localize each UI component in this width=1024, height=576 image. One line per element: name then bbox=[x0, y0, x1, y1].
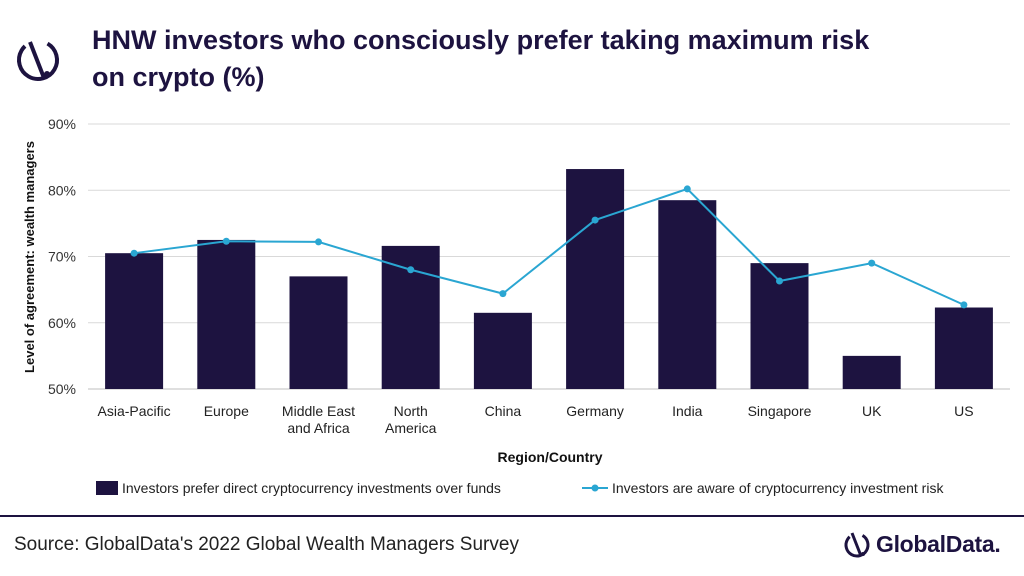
x-tick-label: UK bbox=[862, 403, 882, 419]
line-point bbox=[222, 237, 230, 245]
source-note: Source: GlobalData's 2022 Global Wealth … bbox=[14, 534, 519, 555]
x-axis-label: Region/Country bbox=[498, 449, 603, 465]
bar bbox=[197, 239, 256, 389]
y-tick-label: 70% bbox=[48, 249, 76, 265]
bar bbox=[842, 355, 901, 389]
bar bbox=[934, 307, 993, 389]
line-series bbox=[130, 185, 968, 309]
line-point bbox=[130, 249, 138, 257]
y-tick-label: 90% bbox=[48, 116, 76, 132]
y-axis-label: Level of agreement: wealth managers bbox=[22, 141, 37, 373]
series-line bbox=[133, 187, 965, 306]
legend-swatch-bar bbox=[96, 481, 118, 495]
x-tick-label: Germany bbox=[566, 403, 624, 419]
bar bbox=[566, 169, 625, 389]
chart-title: HNW investors who consciously prefer tak… bbox=[92, 22, 992, 96]
line-point bbox=[499, 290, 507, 298]
bar-line-chart: 50% 60% 70% 80% 90% Level of agreement: weal… bbox=[22, 116, 1010, 496]
legend-label-line: Investors are aware of cryptocurrency in… bbox=[612, 480, 944, 496]
line-point bbox=[315, 238, 322, 246]
legend: Investors prefer direct cryptocurrency i… bbox=[96, 480, 944, 496]
line-point bbox=[776, 277, 783, 285]
y-tick-label: 80% bbox=[48, 182, 76, 198]
x-tick-label: India bbox=[672, 403, 703, 419]
line-point bbox=[683, 185, 691, 193]
x-axis-ticks: Asia-Pacific Europe Middle East and Africa N… bbox=[98, 403, 974, 436]
bar-series bbox=[105, 169, 993, 389]
x-tick-label: Middle East and Africa bbox=[282, 403, 355, 436]
bar bbox=[658, 200, 717, 389]
bar bbox=[289, 276, 348, 389]
bar bbox=[473, 312, 532, 389]
footer-divider bbox=[0, 515, 1024, 517]
line-point bbox=[868, 259, 876, 267]
chart-title-line-1: HNW investors who consciously prefer tak… bbox=[92, 25, 870, 55]
globaldata-brand-icon bbox=[16, 39, 59, 81]
y-tick-label: 50% bbox=[48, 381, 76, 397]
x-tick-label: China bbox=[485, 403, 522, 419]
x-tick-label: Asia-Pacific bbox=[98, 403, 171, 419]
y-axis-ticks: 50% 60% 70% 80% 90% bbox=[48, 116, 76, 397]
x-tick-label: US bbox=[954, 403, 973, 419]
line-point bbox=[960, 301, 968, 309]
bar bbox=[105, 253, 164, 389]
y-tick-label: 60% bbox=[48, 315, 76, 331]
chart-title-line-2: on crypto (%) bbox=[92, 62, 265, 92]
line-point bbox=[407, 266, 415, 274]
globaldata-logo-text: GlobalData. bbox=[876, 531, 1001, 557]
line-point bbox=[591, 216, 599, 224]
x-tick-label: North America bbox=[385, 403, 437, 436]
globaldata-logo-icon bbox=[844, 532, 870, 558]
legend-swatch-marker bbox=[591, 484, 599, 492]
legend-label-bar: Investors prefer direct cryptocurrency i… bbox=[122, 480, 501, 496]
x-tick-label: Singapore bbox=[748, 403, 812, 419]
x-tick-label: Europe bbox=[204, 403, 249, 419]
